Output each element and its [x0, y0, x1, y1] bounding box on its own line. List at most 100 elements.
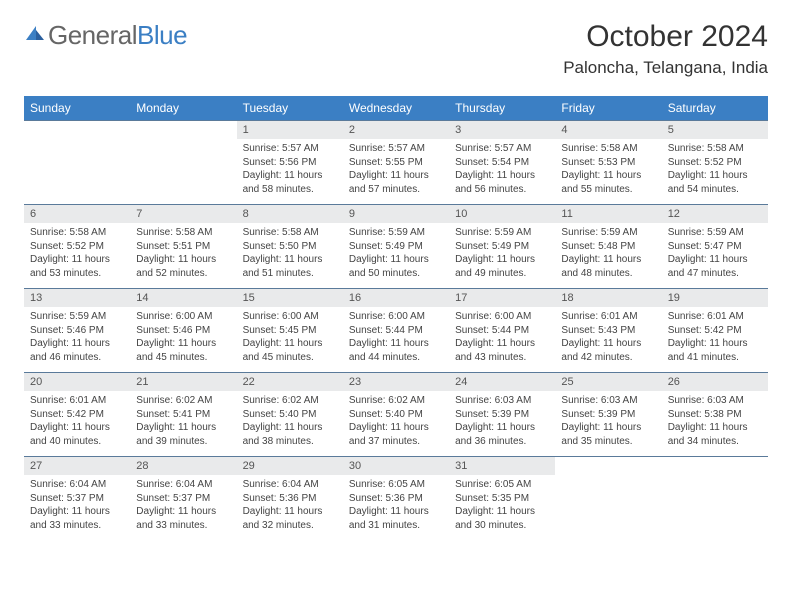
- sunrise-line: Sunrise: 6:04 AM: [30, 478, 124, 492]
- sunset-line: Sunset: 5:49 PM: [349, 240, 443, 254]
- day-detail-cell: Sunrise: 5:57 AMSunset: 5:55 PMDaylight:…: [343, 139, 449, 205]
- day-detail-cell: [555, 475, 661, 540]
- day-detail-cell: Sunrise: 5:58 AMSunset: 5:50 PMDaylight:…: [237, 223, 343, 289]
- sunset-line: Sunset: 5:36 PM: [243, 492, 337, 506]
- daylight-line: Daylight: 11 hours and 56 minutes.: [455, 169, 549, 196]
- daylight-line: Daylight: 11 hours and 40 minutes.: [30, 421, 124, 448]
- sunset-line: Sunset: 5:54 PM: [455, 156, 549, 170]
- daylight-line: Daylight: 11 hours and 30 minutes.: [455, 505, 549, 532]
- day-detail-cell: Sunrise: 6:00 AMSunset: 5:44 PMDaylight:…: [343, 307, 449, 373]
- day-number-cell: 24: [449, 373, 555, 392]
- daylight-line: Daylight: 11 hours and 45 minutes.: [243, 337, 337, 364]
- calendar-table: SundayMondayTuesdayWednesdayThursdayFrid…: [24, 96, 768, 540]
- day-detail-cell: Sunrise: 5:59 AMSunset: 5:49 PMDaylight:…: [449, 223, 555, 289]
- day-detail-cell: Sunrise: 5:59 AMSunset: 5:47 PMDaylight:…: [662, 223, 768, 289]
- day-detail-cell: Sunrise: 6:04 AMSunset: 5:37 PMDaylight:…: [130, 475, 236, 540]
- sunset-line: Sunset: 5:35 PM: [455, 492, 549, 506]
- daylight-line: Daylight: 11 hours and 48 minutes.: [561, 253, 655, 280]
- sunrise-line: Sunrise: 5:59 AM: [668, 226, 762, 240]
- daylight-line: Daylight: 11 hours and 34 minutes.: [668, 421, 762, 448]
- day-number-cell: 10: [449, 205, 555, 224]
- daylight-line: Daylight: 11 hours and 43 minutes.: [455, 337, 549, 364]
- sunrise-line: Sunrise: 6:02 AM: [243, 394, 337, 408]
- sunrise-line: Sunrise: 5:57 AM: [243, 142, 337, 156]
- daylight-line: Daylight: 11 hours and 35 minutes.: [561, 421, 655, 448]
- sunrise-line: Sunrise: 6:01 AM: [668, 310, 762, 324]
- sunset-line: Sunset: 5:39 PM: [561, 408, 655, 422]
- day-number-cell: 19: [662, 289, 768, 308]
- sunrise-line: Sunrise: 6:05 AM: [349, 478, 443, 492]
- daylight-line: Daylight: 11 hours and 42 minutes.: [561, 337, 655, 364]
- day-detail-cell: Sunrise: 5:58 AMSunset: 5:53 PMDaylight:…: [555, 139, 661, 205]
- day-detail-row: Sunrise: 6:01 AMSunset: 5:42 PMDaylight:…: [24, 391, 768, 457]
- sunrise-line: Sunrise: 6:00 AM: [349, 310, 443, 324]
- daylight-line: Daylight: 11 hours and 37 minutes.: [349, 421, 443, 448]
- sunrise-line: Sunrise: 5:57 AM: [349, 142, 443, 156]
- sunset-line: Sunset: 5:50 PM: [243, 240, 337, 254]
- sunrise-line: Sunrise: 5:58 AM: [136, 226, 230, 240]
- day-number-cell: [662, 457, 768, 476]
- sunrise-line: Sunrise: 6:04 AM: [136, 478, 230, 492]
- day-detail-cell: Sunrise: 6:03 AMSunset: 5:39 PMDaylight:…: [555, 391, 661, 457]
- day-number-cell: 16: [343, 289, 449, 308]
- daylight-line: Daylight: 11 hours and 41 minutes.: [668, 337, 762, 364]
- day-number-cell: 21: [130, 373, 236, 392]
- sunrise-line: Sunrise: 6:03 AM: [455, 394, 549, 408]
- weekday-header: Tuesday: [237, 96, 343, 121]
- day-number-cell: 25: [555, 373, 661, 392]
- day-detail-cell: Sunrise: 6:01 AMSunset: 5:43 PMDaylight:…: [555, 307, 661, 373]
- sunrise-line: Sunrise: 6:03 AM: [561, 394, 655, 408]
- day-detail-row: Sunrise: 5:59 AMSunset: 5:46 PMDaylight:…: [24, 307, 768, 373]
- daylight-line: Daylight: 11 hours and 55 minutes.: [561, 169, 655, 196]
- sunrise-line: Sunrise: 6:05 AM: [455, 478, 549, 492]
- daylight-line: Daylight: 11 hours and 47 minutes.: [668, 253, 762, 280]
- weekday-header: Wednesday: [343, 96, 449, 121]
- day-number-cell: [130, 121, 236, 140]
- sunrise-line: Sunrise: 6:02 AM: [349, 394, 443, 408]
- sunrise-line: Sunrise: 6:01 AM: [561, 310, 655, 324]
- daylight-line: Daylight: 11 hours and 58 minutes.: [243, 169, 337, 196]
- day-number-cell: 15: [237, 289, 343, 308]
- daylight-line: Daylight: 11 hours and 38 minutes.: [243, 421, 337, 448]
- sunrise-line: Sunrise: 5:58 AM: [561, 142, 655, 156]
- sunset-line: Sunset: 5:48 PM: [561, 240, 655, 254]
- weekday-header-row: SundayMondayTuesdayWednesdayThursdayFrid…: [24, 96, 768, 121]
- day-detail-cell: Sunrise: 6:05 AMSunset: 5:36 PMDaylight:…: [343, 475, 449, 540]
- day-detail-cell: Sunrise: 6:00 AMSunset: 5:46 PMDaylight:…: [130, 307, 236, 373]
- sunset-line: Sunset: 5:39 PM: [455, 408, 549, 422]
- sunset-line: Sunset: 5:40 PM: [349, 408, 443, 422]
- day-number-cell: 23: [343, 373, 449, 392]
- sunset-line: Sunset: 5:53 PM: [561, 156, 655, 170]
- day-number-cell: 27: [24, 457, 130, 476]
- day-number-cell: 13: [24, 289, 130, 308]
- day-number-cell: 2: [343, 121, 449, 140]
- day-number-cell: 22: [237, 373, 343, 392]
- day-detail-cell: Sunrise: 6:04 AMSunset: 5:37 PMDaylight:…: [24, 475, 130, 540]
- day-number-cell: 7: [130, 205, 236, 224]
- day-detail-cell: [130, 139, 236, 205]
- location: Paloncha, Telangana, India: [563, 58, 768, 78]
- weekday-header: Thursday: [449, 96, 555, 121]
- sunrise-line: Sunrise: 5:59 AM: [455, 226, 549, 240]
- day-number-cell: [24, 121, 130, 140]
- day-detail-cell: Sunrise: 6:01 AMSunset: 5:42 PMDaylight:…: [662, 307, 768, 373]
- day-number-row: 2728293031: [24, 457, 768, 476]
- day-detail-cell: Sunrise: 6:03 AMSunset: 5:38 PMDaylight:…: [662, 391, 768, 457]
- day-number-cell: 12: [662, 205, 768, 224]
- day-number-cell: 5: [662, 121, 768, 140]
- weekday-header: Sunday: [24, 96, 130, 121]
- day-number-cell: 29: [237, 457, 343, 476]
- sunset-line: Sunset: 5:47 PM: [668, 240, 762, 254]
- day-number-row: 12345: [24, 121, 768, 140]
- title-block: October 2024 Paloncha, Telangana, India: [563, 20, 768, 78]
- day-number-cell: [555, 457, 661, 476]
- daylight-line: Daylight: 11 hours and 44 minutes.: [349, 337, 443, 364]
- sunset-line: Sunset: 5:46 PM: [136, 324, 230, 338]
- day-number-row: 13141516171819: [24, 289, 768, 308]
- sunrise-line: Sunrise: 5:59 AM: [561, 226, 655, 240]
- daylight-line: Daylight: 11 hours and 36 minutes.: [455, 421, 549, 448]
- day-number-cell: 31: [449, 457, 555, 476]
- day-number-cell: 26: [662, 373, 768, 392]
- sunset-line: Sunset: 5:37 PM: [30, 492, 124, 506]
- day-detail-row: Sunrise: 6:04 AMSunset: 5:37 PMDaylight:…: [24, 475, 768, 540]
